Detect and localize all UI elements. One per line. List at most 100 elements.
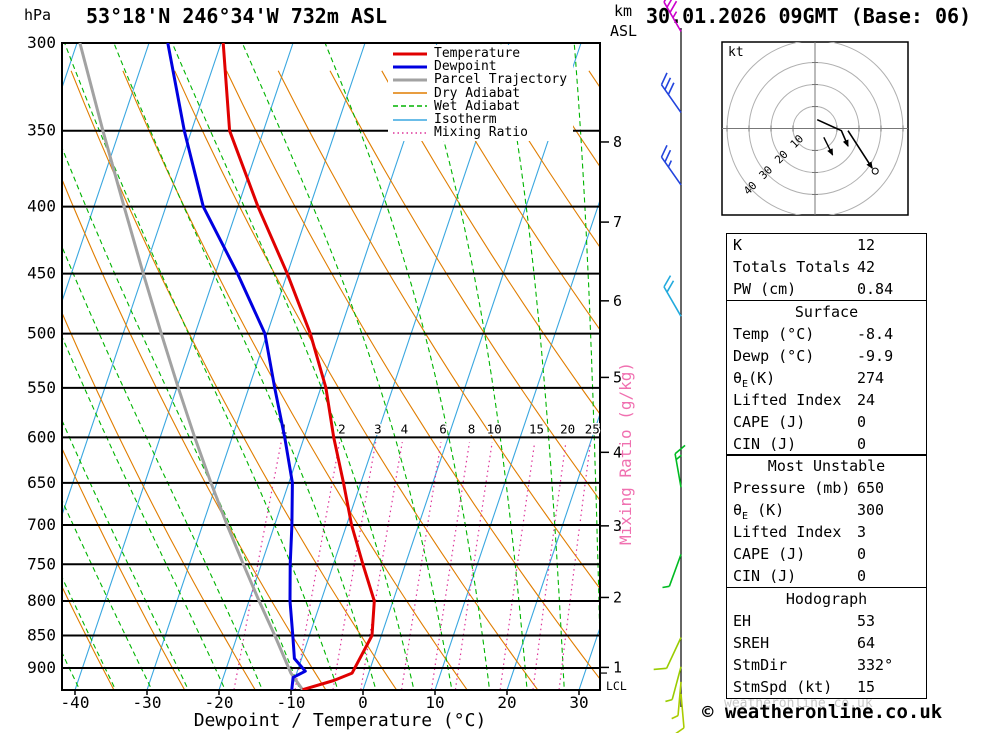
svg-text:3: 3 bbox=[613, 517, 622, 535]
panel-row-label: StmDir bbox=[733, 655, 788, 674]
legend-item: Isotherm bbox=[392, 113, 567, 126]
legend-item: Wet Adiabat bbox=[392, 100, 567, 113]
svg-text:600: 600 bbox=[27, 427, 56, 446]
svg-text:750: 750 bbox=[27, 554, 56, 573]
panel-section: Most Unstable Pressure (mb) 650 θE (K) 300 Li… bbox=[726, 454, 927, 588]
svg-text:2: 2 bbox=[338, 422, 346, 437]
watermark: weatheronline.co.uk bbox=[724, 696, 873, 711]
panel-row: StmSpd (kt) 15 bbox=[727, 676, 926, 698]
legend-item: Parcel Trajectory bbox=[392, 72, 568, 88]
panel-row-value: 300 bbox=[857, 501, 885, 519]
svg-text:4: 4 bbox=[401, 422, 409, 437]
svg-text:25: 25 bbox=[585, 422, 600, 437]
hodograph-trace bbox=[816, 118, 849, 148]
legend-item-label: Dewpoint bbox=[434, 59, 497, 75]
panel-section-header: Most Unstable bbox=[767, 457, 886, 475]
panel-row: CAPE (J) 0 bbox=[727, 411, 926, 433]
dewpoint-curve bbox=[166, 43, 307, 690]
svg-text:20: 20 bbox=[497, 693, 516, 712]
panel-row-value: 0 bbox=[857, 412, 867, 431]
panel-row: Lifted Index 3 bbox=[727, 521, 926, 543]
panel-row: Totals Totals 42 bbox=[727, 256, 926, 278]
panel-row: SREH 64 bbox=[727, 632, 926, 654]
panel-row-value: -9.9 bbox=[857, 346, 894, 365]
mixing-ratio-labels: 1 2 3 4 6 8 10 15 20 25 bbox=[278, 420, 601, 438]
panel-row: PW (cm) 0.84 bbox=[727, 278, 926, 300]
panel-row-value: 64 bbox=[857, 633, 876, 652]
panel-row-label: Lifted Index bbox=[733, 390, 842, 409]
legend-item: Dry Adiabat bbox=[392, 86, 567, 100]
temperature-tick-labels: -40 -30 -20 -10 0 10 20 30 bbox=[61, 690, 589, 712]
panel-row: K 12 bbox=[727, 234, 926, 256]
legend: Temperature Dewpoint Parcel Trajectory Dry … bbox=[388, 45, 574, 142]
panel-row-value: 15 bbox=[857, 677, 876, 696]
legend-item: Dewpoint bbox=[392, 60, 567, 73]
legend-item-label: Isotherm bbox=[434, 111, 497, 127]
page-title: 53°18'N 246°34'W 732m ASL bbox=[86, 4, 388, 28]
panel-row-label: Dewp (°C) bbox=[733, 346, 815, 365]
hodograph-end-marker bbox=[871, 167, 879, 175]
svg-text:4: 4 bbox=[613, 443, 622, 461]
wind-barb bbox=[660, 144, 682, 186]
panel-row-label: K bbox=[733, 236, 743, 254]
panel-row-label: PW (cm) bbox=[733, 280, 797, 298]
wind-barb bbox=[663, 0, 682, 32]
panel-row: Lifted Index 24 bbox=[727, 389, 926, 411]
svg-text:-10: -10 bbox=[277, 693, 306, 712]
svg-text:300: 300 bbox=[27, 33, 56, 52]
asl-axis-unit: ASL bbox=[610, 22, 638, 40]
panel-row-label: CAPE (J) bbox=[733, 545, 806, 563]
x-axis-label: Dewpoint / Temperature (°C) bbox=[193, 710, 487, 731]
svg-text:30: 30 bbox=[569, 693, 588, 712]
legend-item: Mixing Ratio bbox=[392, 126, 567, 139]
svg-text:10: 10 bbox=[425, 693, 444, 712]
panel-row-label: Totals Totals bbox=[733, 258, 851, 276]
panel-row: Dewp (°C) -9.9 bbox=[727, 345, 926, 367]
km-axis-unit: km bbox=[614, 2, 633, 20]
legend-line-sample bbox=[393, 105, 427, 108]
svg-text:-20: -20 bbox=[205, 693, 234, 712]
svg-text:500: 500 bbox=[27, 324, 56, 343]
panel-section-header: Surface bbox=[794, 302, 859, 321]
svg-text:6: 6 bbox=[439, 422, 447, 437]
panel-row-value: 0 bbox=[857, 567, 867, 585]
panel-row: CAPE (J) 0 bbox=[727, 543, 926, 565]
svg-text:1: 1 bbox=[613, 658, 622, 676]
svg-text:8: 8 bbox=[468, 422, 476, 437]
svg-text:7: 7 bbox=[613, 213, 622, 231]
panel-row-label: CAPE (J) bbox=[733, 412, 806, 431]
wind-barb-column bbox=[653, 0, 686, 733]
wind-barb bbox=[665, 666, 682, 703]
panel-row-label: SREH bbox=[733, 633, 770, 652]
panel-row-label: θE(K) bbox=[733, 368, 776, 390]
parcel-trajectory-curve bbox=[78, 43, 304, 690]
legend-item-label: Parcel Trajectory bbox=[434, 72, 568, 88]
panel-row: CIN (J) 0 bbox=[727, 565, 926, 587]
legend-line-sample bbox=[393, 65, 427, 69]
svg-text:400: 400 bbox=[27, 197, 56, 216]
svg-text:2: 2 bbox=[613, 588, 622, 606]
pressure-tick-labels: 300 350 400 450 500 550 600 650 700 750 800 850 900 bbox=[27, 33, 56, 677]
panel-row-value: 12 bbox=[857, 236, 876, 254]
panel-row: EH 53 bbox=[727, 610, 926, 632]
panel-row-label: Pressure (mb) bbox=[733, 479, 851, 497]
mixing-ratio-lines bbox=[233, 441, 592, 690]
svg-text:0: 0 bbox=[358, 693, 368, 712]
panel-row: Temp (°C) -8.4 bbox=[727, 323, 926, 345]
svg-text:800: 800 bbox=[27, 591, 56, 610]
wind-barb bbox=[675, 693, 685, 733]
sounding-curves bbox=[78, 43, 376, 690]
svg-text:6: 6 bbox=[613, 292, 622, 310]
panel-row-value: 3 bbox=[857, 523, 867, 541]
plot-border bbox=[61, 42, 601, 691]
panel-row-value: 274 bbox=[857, 368, 885, 387]
legend-line-sample bbox=[393, 52, 427, 56]
legend-item-label: Mixing Ratio bbox=[434, 125, 528, 141]
panel-row-value: 0.84 bbox=[857, 280, 894, 298]
svg-text:15: 15 bbox=[529, 422, 544, 437]
legend-item-label: Temperature bbox=[434, 46, 521, 61]
svg-text:10: 10 bbox=[487, 422, 502, 437]
legend-line-sample bbox=[393, 92, 427, 94]
